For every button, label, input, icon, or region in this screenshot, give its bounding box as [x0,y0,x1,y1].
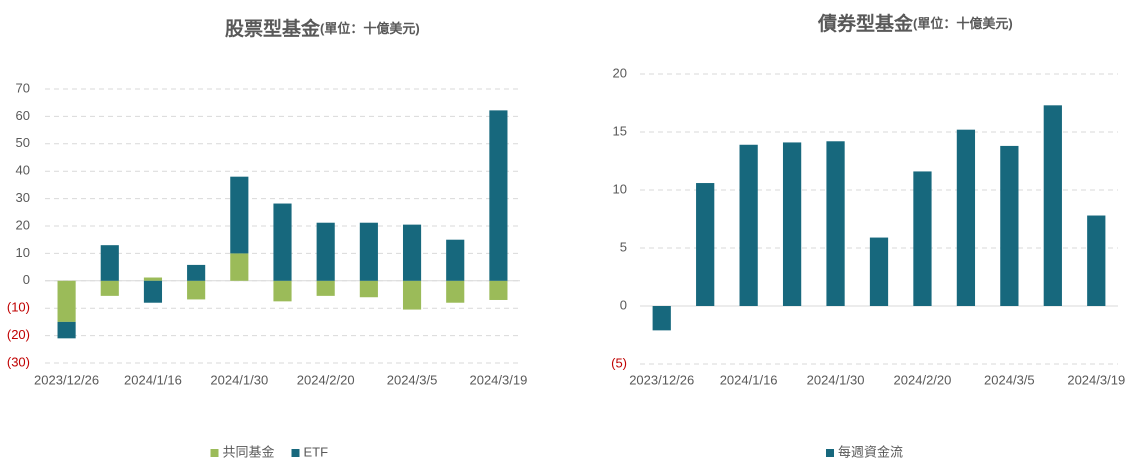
y-tick-label: 10 [16,245,30,260]
bar [913,171,932,306]
bar [1087,215,1106,306]
bar [782,142,802,306]
y-tick-label: 20 [613,65,627,80]
y-tick-label: 50 [16,135,30,150]
bar [316,222,335,281]
x-tick-label: 2024/1/16 [124,372,182,387]
bar [143,280,163,303]
bar [230,176,249,254]
legend-swatch [210,449,219,457]
y-tick-label: 15 [613,123,627,138]
legend-label: 共同基金 [223,444,275,459]
y-tick-label: 0 [23,272,30,287]
legend-label: 每週資金流 [838,444,903,459]
bar [273,203,292,281]
y-tick-label: 40 [16,163,30,178]
bar [446,280,465,303]
x-tick-label: 2023/12/26 [34,372,99,387]
x-tick-label: 2024/1/30 [807,372,865,387]
bar [57,280,76,322]
bar [100,245,119,281]
y-tick-label: (20) [7,327,30,342]
bar [739,144,758,306]
bar [359,222,378,281]
legend-swatch [291,449,300,457]
chart-title: 債券型基金(單位：十億美元) [817,12,1013,35]
bar [143,277,163,281]
x-tick-label: 2024/1/30 [210,372,268,387]
y-tick-label: 30 [16,190,30,205]
bar [273,280,292,302]
bar [187,264,206,281]
bar [489,280,508,300]
y-tick-label: 60 [16,108,30,123]
title-main: 債券型基金 [817,12,914,35]
x-tick-label: 2024/3/5 [984,372,1035,387]
bar [1000,145,1019,306]
bar [869,237,889,306]
title-unit: (單位：十億美元) [913,16,1013,31]
y-tick-label: 5 [620,239,627,254]
chart: 債券型基金(單位：十億美元) (5) 0 5 10 15 20 2023/12/26 2024/… [611,12,1125,459]
bar [100,280,119,296]
y-tick-label: 20 [16,217,30,232]
title-main: 股票型基金 [225,17,321,40]
x-tick-label: 2024/2/20 [297,372,355,387]
bar [489,110,508,281]
chart: 股票型基金(單位：十億美元) (30) (20) (10) 0 10 20 30 40 50 60 7… [7,17,527,459]
x-tick-label: 2024/3/5 [387,372,438,387]
bar [446,239,465,281]
bar [696,183,715,306]
y-tick-label: (30) [7,354,30,369]
bar [956,129,976,306]
x-tick-label: 2024/2/20 [894,372,952,387]
bar [402,224,422,281]
bar [316,280,335,296]
x-tick-label: 2024/1/16 [720,372,778,387]
y-tick-label: 0 [620,297,627,312]
y-tick-label: (5) [611,355,627,370]
x-tick-label: 2024/3/19 [1067,372,1125,387]
bar [402,280,422,310]
y-tick-label: 10 [613,181,627,196]
legend-swatch [826,449,834,457]
bar [826,141,845,306]
chart-title: 股票型基金(單位：十億美元) [225,17,420,40]
bar [652,306,671,331]
x-tick-label: 2023/12/26 [629,372,694,387]
bar [187,280,206,300]
legend-label: ETF [304,444,329,459]
y-tick-label: (10) [7,300,30,315]
title-unit: (單位：十億美元) [320,21,420,36]
bar [359,280,378,298]
bar [1043,105,1062,306]
bar [230,253,249,281]
y-tick-label: 70 [16,80,30,95]
x-tick-label: 2024/3/19 [469,372,527,387]
bar [57,321,76,339]
